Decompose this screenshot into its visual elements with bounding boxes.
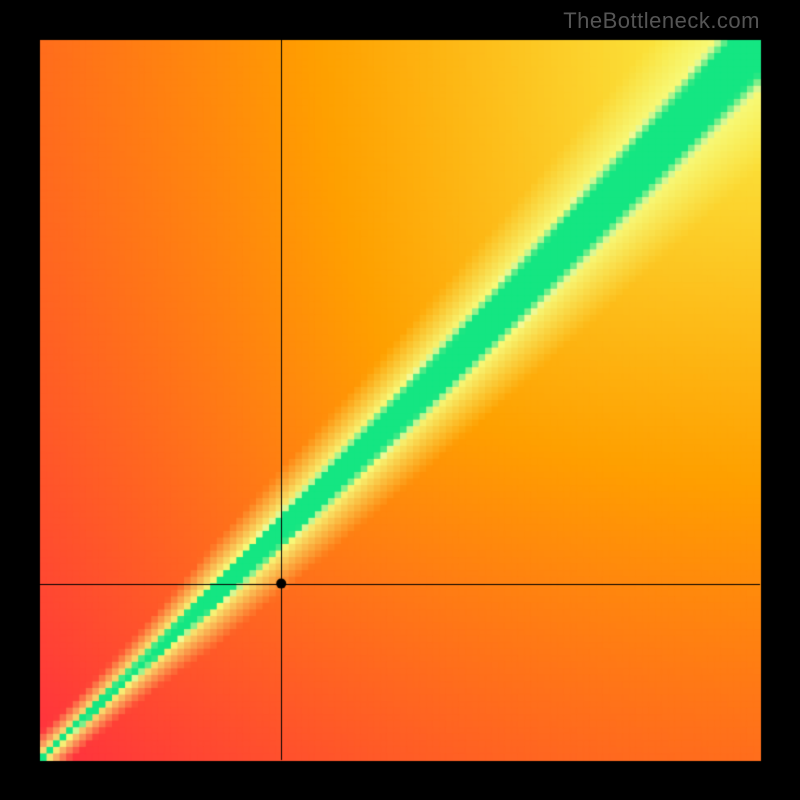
watermark-label: TheBottleneck.com	[563, 8, 760, 34]
bottleneck-heatmap	[0, 0, 800, 800]
